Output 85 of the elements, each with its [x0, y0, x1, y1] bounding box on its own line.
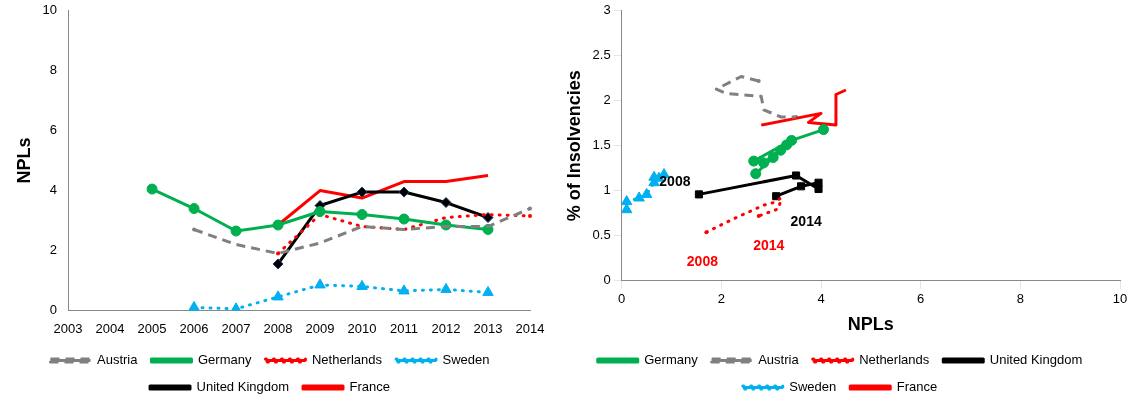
- point: [797, 182, 806, 191]
- point: [188, 203, 200, 215]
- point: [230, 225, 242, 237]
- x-tick-label: 2006: [179, 320, 209, 336]
- legend-label: Austria: [97, 352, 139, 368]
- point: [314, 206, 326, 218]
- point: [792, 171, 801, 180]
- legend-label: Austria: [758, 352, 800, 368]
- x-tick-label: 8: [1016, 291, 1024, 307]
- x-tick-label: 10: [1112, 291, 1128, 307]
- line-series: [714, 75, 798, 119]
- x-tick-label: 2011: [390, 320, 418, 336]
- y-tick-label: 4: [49, 182, 58, 198]
- legend-label: Sweden: [789, 379, 837, 395]
- point: [482, 285, 494, 296]
- x-tick-label: 2014: [515, 320, 545, 336]
- legend-label: Sweden: [442, 352, 490, 368]
- y-tick-label: 2: [603, 92, 611, 108]
- legend-label: United Kingdom: [989, 352, 1083, 368]
- y-axis-title: % of Insolvencies: [563, 70, 584, 222]
- x-tick-label: 2007: [221, 320, 251, 336]
- y-tick-label: 2.5: [592, 47, 611, 63]
- y-tick-label: 6: [49, 122, 58, 138]
- x-tick-label: 0: [618, 291, 626, 307]
- legend-label: Germany: [644, 352, 699, 368]
- y-tick-label: 1: [603, 182, 611, 198]
- point: [440, 197, 452, 209]
- point: [775, 144, 787, 156]
- y-tick-label: 2: [49, 242, 58, 258]
- x-tick-label: 2004: [95, 320, 125, 336]
- point: [398, 213, 410, 225]
- point: [272, 290, 284, 301]
- point: [750, 168, 762, 180]
- x-tick-label: 2010: [347, 320, 377, 336]
- point: [272, 219, 284, 231]
- annotation: 2014: [753, 236, 785, 253]
- annotation: 2008: [659, 173, 691, 190]
- point: [633, 191, 645, 202]
- annotation: 2014: [790, 213, 822, 230]
- point: [758, 157, 770, 169]
- y-tick-label: 1.5: [592, 137, 611, 153]
- x-tick-label: 2009: [305, 320, 335, 336]
- point: [767, 152, 779, 163]
- y-tick-label: 0.5: [592, 227, 611, 243]
- legend-label: Germany: [197, 352, 252, 368]
- x-tick-label: 2: [717, 291, 725, 307]
- legend-label: France: [896, 379, 938, 395]
- x-tick-label: 4: [817, 291, 825, 307]
- y-tick-label: 8: [49, 62, 58, 78]
- y-tick-label: 0: [603, 272, 611, 288]
- point: [482, 212, 494, 224]
- point: [440, 282, 452, 293]
- x-tick-label: 2003: [53, 320, 83, 336]
- annotation: 2008: [686, 253, 719, 270]
- x-tick-label: 2005: [137, 320, 167, 336]
- legend-label: Netherlands: [859, 352, 930, 368]
- point: [146, 183, 158, 195]
- point: [772, 192, 781, 201]
- y-tick-label: 10: [42, 2, 58, 18]
- x-tick-label: 2012: [431, 320, 461, 336]
- point: [818, 124, 829, 136]
- y-tick-label: 0: [49, 301, 58, 317]
- point: [356, 186, 368, 198]
- y-axis-title: NPLs: [13, 137, 34, 184]
- point: [188, 300, 200, 311]
- point: [621, 195, 633, 206]
- x-tick-label: 2013: [473, 320, 503, 336]
- point: [694, 190, 703, 199]
- x-axis-title: NPLs: [847, 314, 894, 335]
- legend-label: Netherlands: [311, 352, 383, 368]
- point: [356, 279, 368, 290]
- line-series: [192, 207, 532, 255]
- point: [356, 209, 368, 221]
- point: [272, 258, 284, 270]
- y-tick-label: 3: [603, 2, 611, 18]
- x-tick-label: 6: [917, 291, 925, 307]
- point: [748, 155, 760, 167]
- point: [814, 178, 823, 187]
- legend-label: France: [349, 379, 390, 395]
- x-tick-label: 2008: [263, 320, 293, 336]
- point: [621, 203, 633, 214]
- point: [398, 284, 410, 295]
- point: [398, 186, 410, 198]
- point: [314, 278, 326, 289]
- legend-label: United Kingdom: [196, 379, 290, 395]
